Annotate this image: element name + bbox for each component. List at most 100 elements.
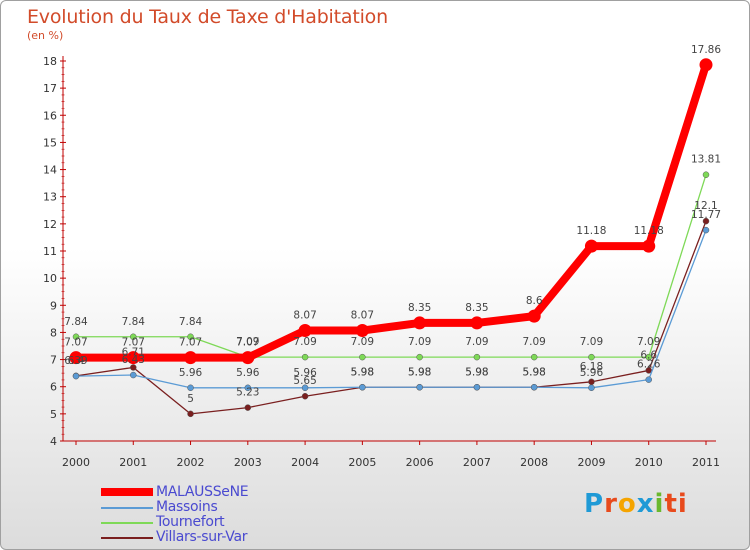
series-malaussene-data-label: 7.07 — [122, 337, 145, 349]
brand-letter: P — [584, 489, 605, 519]
series-tournefort-data-label: 7.09 — [522, 336, 545, 348]
series-malaussene-data-label: 11.18 — [576, 225, 606, 237]
chart-title: Evolution du Taux de Taxe d'Habitation — [27, 6, 388, 28]
x-tick-label: 2005 — [348, 456, 376, 469]
y-tick-label: 8 — [50, 326, 57, 339]
series-massoins-point — [244, 384, 252, 392]
series-villars-data-label: 6.71 — [122, 346, 145, 358]
legend-item-tournefort: Tournefort — [101, 514, 301, 530]
series-malaussene-point — [470, 316, 484, 330]
series-massoins-data-label: 6.26 — [637, 359, 661, 371]
series-massoins-point — [702, 226, 710, 234]
x-tick-label: 2010 — [635, 456, 663, 469]
series-malaussene-point — [126, 351, 140, 365]
series-massoins-point — [301, 384, 309, 392]
series-villars-data-label: 6.4 — [68, 355, 85, 367]
y-tick-label: 6 — [50, 381, 57, 394]
series-massoins-point — [530, 384, 538, 391]
series-malaussene-point — [527, 309, 541, 323]
series-malaussene-data-label: 11.18 — [634, 225, 664, 237]
x-tick-label: 2011 — [692, 456, 720, 469]
series-tournefort-point — [187, 333, 194, 341]
x-tick-label: 2008 — [520, 456, 548, 469]
y-tick-label: 10 — [43, 272, 57, 285]
series-malaussene-data-label: 17.86 — [691, 44, 721, 56]
y-tick-label: 5 — [50, 408, 57, 421]
series-villars-point — [130, 364, 137, 371]
series-malaussene-point — [413, 316, 427, 330]
series-massoins-data-label: 5.98 — [408, 366, 431, 378]
x-tick-label: 2004 — [291, 456, 319, 469]
series-villars-data-label: 6.6 — [640, 349, 657, 361]
series-malaussene-line — [76, 63, 710, 362]
x-tick-label: 2002 — [177, 456, 205, 469]
series-villars-data-label: 12.1 — [694, 200, 717, 212]
series-massoins-data-label: 6.43 — [122, 354, 145, 366]
series-massoins-point — [588, 384, 595, 392]
legend-label-malaussene: MALAUSSeNE — [156, 484, 249, 500]
series-malaussene-data-label: 8.07 — [351, 310, 374, 322]
series-massoins-point — [359, 384, 366, 391]
series-massoins-point — [187, 384, 194, 392]
brand-letter: o — [617, 489, 637, 519]
series-massoins-data-label: 5.96 — [179, 367, 203, 379]
y-tick-label: 4 — [50, 435, 57, 448]
brand-letter: x — [636, 489, 655, 519]
y-tick-label: 18 — [43, 55, 57, 68]
series-massoins-data-label: 5.98 — [351, 366, 374, 378]
series-tournefort-point — [702, 171, 710, 178]
series-villars-point — [244, 404, 252, 411]
series-malaussene-point — [699, 58, 713, 72]
series-massoins-data-label: 11.77 — [691, 209, 721, 221]
y-tick-label: 17 — [43, 82, 57, 95]
y-tick-label: 11 — [43, 245, 57, 258]
series-villars-data-label: 5.98 — [408, 366, 431, 378]
series-massoins-point — [416, 384, 423, 391]
x-tick-label: 2009 — [577, 456, 605, 469]
series-villars-data-label: 5 — [187, 393, 194, 405]
series-tournefort-data-label: 7.84 — [64, 316, 88, 328]
legend-item-malaussene: MALAUSSeNE — [101, 484, 301, 500]
series-massoins-data-label: 5.98 — [465, 366, 488, 378]
legend-swatch-tournefort — [101, 522, 153, 524]
legend-label-villars: Villars-sur-Var — [156, 529, 248, 545]
x-tick-label: 2006 — [406, 456, 434, 469]
series-malaussene-data-label: 8.35 — [465, 302, 488, 314]
legend-swatch-massoins — [101, 507, 153, 509]
y-tick-label: 14 — [43, 164, 57, 177]
series-villars-point — [588, 378, 595, 386]
series-massoins-data-label: 5.96 — [236, 367, 260, 379]
series-malaussene-point — [69, 351, 83, 365]
series-tournefort-data-label: 7.09 — [293, 336, 316, 348]
series-malaussene-point — [241, 351, 255, 365]
brand-logo: Proxiti — [584, 489, 688, 519]
brand-letter: i — [654, 489, 665, 519]
series-tournefort-data-label: 7.09 — [465, 336, 488, 348]
series-villars-point — [187, 410, 194, 418]
legend-item-villars: Villars-sur-Var — [101, 529, 301, 545]
y-tick-label: 7 — [50, 354, 57, 367]
series-tournefort-point — [359, 353, 366, 361]
series-tournefort-data-label: 13.81 — [691, 154, 721, 166]
series-massoins-point — [473, 384, 481, 391]
legend-swatch-malaussene — [101, 488, 153, 496]
series-tournefort-data-label: 7.84 — [122, 316, 146, 328]
y-tick-label: 15 — [43, 136, 57, 149]
y-axis-unit: (en %) — [27, 29, 64, 42]
series-villars-data-label: 5.98 — [465, 366, 488, 378]
series-tournefort-data-label: 7.09 — [580, 336, 603, 348]
series-massoins-point — [130, 371, 137, 379]
series-tournefort-data-label: 7.09 — [236, 336, 259, 348]
legend-label-tournefort: Tournefort — [156, 514, 225, 530]
series-villars-data-label: 5.65 — [293, 375, 316, 387]
series-massoins-point — [645, 376, 652, 383]
series-malaussene-point — [355, 324, 369, 338]
series-tournefort-point — [72, 333, 80, 341]
x-tick-label: 2001 — [119, 456, 147, 469]
series-malaussene-data-label: 8.6 — [526, 295, 543, 307]
brand-letter: r — [604, 489, 618, 519]
series-malaussene-point — [298, 324, 312, 338]
series-tournefort-point — [530, 353, 538, 361]
